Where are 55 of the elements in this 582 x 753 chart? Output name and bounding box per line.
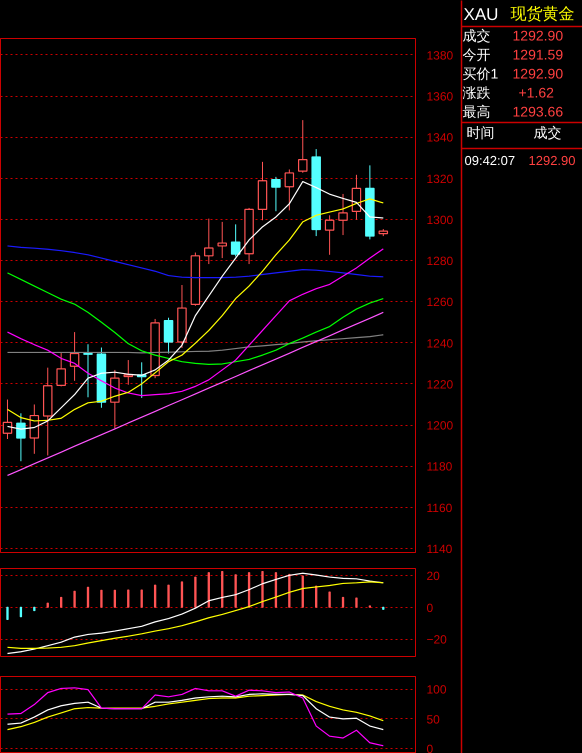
y-tick-label: 1160 — [426, 500, 453, 515]
line-series — [6, 248, 384, 396]
candlestick — [164, 317, 174, 354]
line-series — [6, 687, 384, 746]
y-tick-label: 1180 — [426, 460, 453, 474]
y-tick-label: 1200 — [426, 418, 454, 433]
y-tick-label: 0 — [426, 600, 434, 615]
text: 今开 — [462, 46, 490, 62]
y-tick-label: 1260 — [426, 295, 454, 310]
text: 时间 — [466, 124, 494, 140]
y-tick-label: −20 — [426, 632, 448, 647]
candlestick — [217, 221, 227, 259]
candlestick — [338, 193, 348, 236]
text: 1292.90 — [528, 153, 576, 168]
text: 成交 — [462, 28, 490, 44]
y-tick-label: 0 — [426, 742, 434, 753]
line-series — [6, 581, 384, 649]
y-tick-label: 1280 — [426, 254, 454, 268]
candlestick — [324, 214, 334, 256]
text: 现货黄金 — [510, 5, 574, 23]
text: +1.62 — [518, 84, 554, 100]
candlestick — [56, 352, 66, 387]
text: 成交 — [534, 124, 562, 140]
text: 买价1 — [462, 66, 498, 82]
candlestick — [230, 224, 240, 257]
text: 1291.59 — [512, 46, 564, 62]
y-tick-label: 1360 — [426, 90, 454, 104]
candlestick — [70, 332, 80, 382]
candlestick — [204, 218, 214, 265]
y-tick-label: 1380 — [426, 48, 454, 62]
text: 涨跌 — [462, 84, 490, 100]
y-tick-label: 100 — [426, 682, 447, 697]
candlestick — [284, 168, 294, 211]
line-series — [6, 245, 384, 278]
y-tick-label: 20 — [426, 568, 440, 583]
y-tick-label: 50 — [426, 712, 440, 726]
line-series — [6, 272, 384, 365]
text: XAU — [464, 5, 498, 24]
candlestick — [16, 412, 26, 462]
candlestick — [271, 176, 281, 212]
text: 1293.66 — [512, 104, 564, 120]
y-tick-label: 1220 — [426, 377, 454, 392]
candlestick — [298, 120, 308, 174]
line-series — [6, 312, 384, 476]
y-tick-label: 1300 — [426, 212, 454, 227]
y-tick-label: 1340 — [426, 130, 454, 145]
text: 最高 — [462, 104, 490, 120]
candlestick — [83, 344, 93, 398]
text: 1292.90 — [512, 28, 564, 44]
y-tick-label: 1320 — [426, 172, 454, 186]
y-tick-label: 1240 — [426, 336, 454, 350]
y-tick-label: 1140 — [426, 542, 453, 556]
candlestick — [2, 399, 12, 440]
text: 09:42:07 — [464, 153, 516, 168]
text: 1292.90 — [512, 66, 564, 82]
